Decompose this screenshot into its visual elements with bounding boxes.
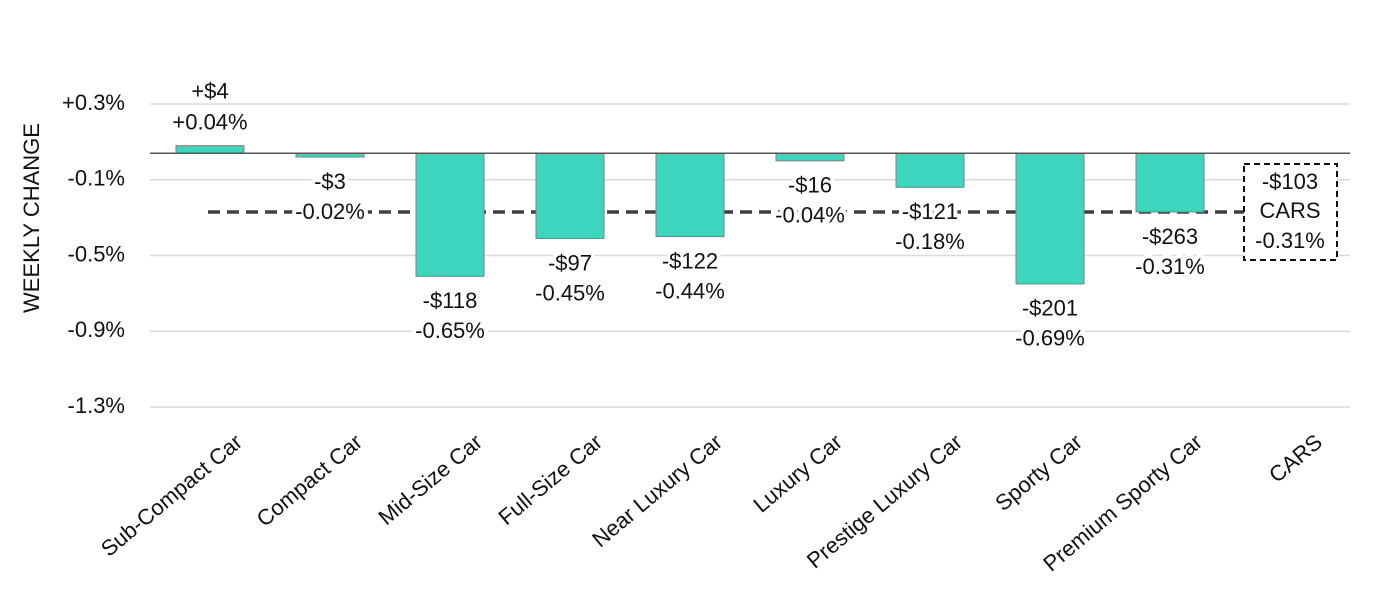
value-label: -0.69% — [1015, 326, 1085, 351]
dollar-label: -$122 — [662, 248, 718, 273]
average-value: -0.31% — [1255, 228, 1325, 253]
dollar-label: -$97 — [548, 250, 592, 275]
dollar-label: -$118 — [423, 288, 478, 313]
average-box — [1243, 163, 1338, 261]
average-label: CARS — [1259, 198, 1320, 223]
dollar-label: -$201 — [1022, 296, 1078, 321]
value-label: -0.02% — [295, 199, 365, 224]
x-tick-label: Compact Car — [252, 429, 367, 531]
y-axis-label: WEEKLY CHANGE — [19, 123, 44, 313]
y-tick-label: +0.3% — [62, 90, 125, 115]
x-tick-label: Mid-Size Car — [373, 429, 486, 530]
value-label: +0.04% — [172, 109, 247, 134]
value-label: -0.44% — [655, 278, 725, 303]
x-tick-label: Near Luxury Car — [587, 429, 727, 552]
value-label: -0.18% — [895, 229, 965, 254]
value-label: -0.65% — [415, 318, 485, 343]
bar — [895, 152, 965, 188]
bar — [535, 152, 605, 239]
bar — [775, 152, 845, 162]
value-label: -0.31% — [1135, 254, 1205, 279]
bar — [415, 152, 485, 277]
bar — [655, 152, 725, 238]
bar — [175, 145, 245, 154]
value-label: -0.04% — [775, 203, 845, 228]
x-tick-label: Luxury Car — [748, 429, 846, 517]
value-label: -0.45% — [535, 280, 605, 305]
y-tick-label: -1.3% — [68, 393, 125, 418]
dollar-label: -$121 — [902, 199, 958, 224]
y-tick-label: -0.1% — [68, 166, 125, 191]
y-tick-label: -0.5% — [68, 241, 125, 266]
dollar-label: -$263 — [1142, 224, 1198, 249]
average-dollar: -$103 — [1262, 169, 1318, 194]
bar — [1015, 152, 1085, 285]
dollar-label: -$3 — [314, 169, 346, 194]
dollar-label: -$16 — [788, 173, 832, 198]
bar — [1135, 152, 1205, 213]
x-tick-label: Full-Size Car — [493, 429, 606, 530]
x-tick-label: CARS — [1264, 429, 1327, 487]
dollar-label: +$4 — [191, 78, 228, 103]
x-tick-label: Sub-Compact Car — [96, 429, 247, 561]
y-tick-label: -0.9% — [68, 317, 125, 342]
x-tick-label: Sporty Car — [990, 429, 1087, 516]
